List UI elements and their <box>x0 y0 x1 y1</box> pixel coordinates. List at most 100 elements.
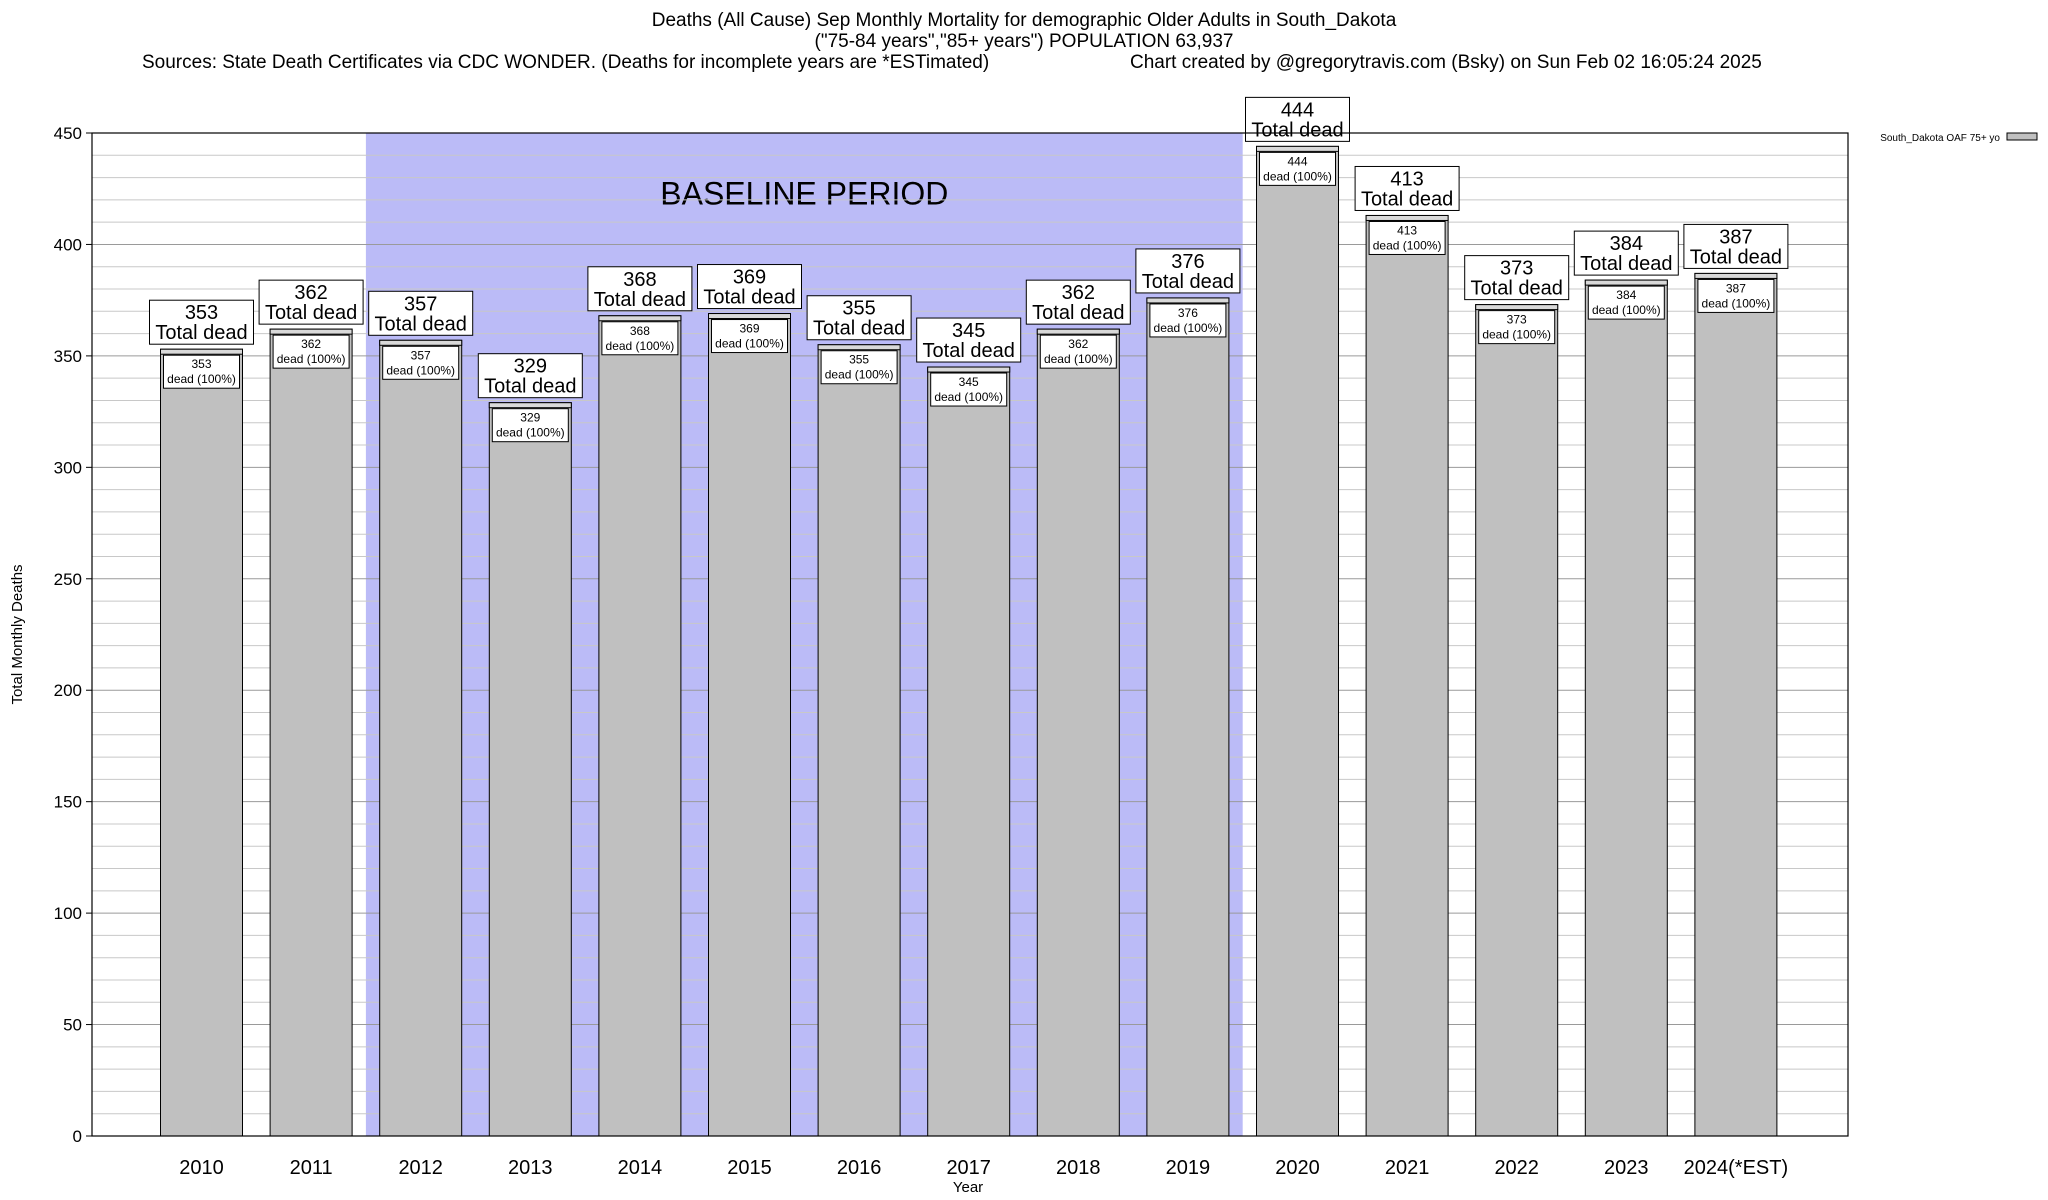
bar-inner-label-box <box>272 334 350 369</box>
bar-inner-label-box <box>930 372 1008 407</box>
bar-total-label-box <box>1354 165 1460 211</box>
bar-data-label: 329 <box>514 356 547 378</box>
bar-cap <box>1256 145 1339 152</box>
bar <box>817 344 901 1137</box>
bar-cap <box>817 344 901 351</box>
bar-inner-suffix: dead (100%) <box>167 372 236 386</box>
bar <box>1036 328 1120 1137</box>
legend: South_Dakota OAF 75+ yo <box>1880 132 2038 144</box>
bar-inner-label-box <box>1039 334 1117 369</box>
x-tick-label: 2020 <box>1275 1157 1320 1179</box>
bar-total-label-box <box>477 353 583 399</box>
bar-total-word: Total dead <box>1032 302 1124 324</box>
bar-inner-value: 444 <box>1287 154 1307 168</box>
bar-total-word: Total dead <box>594 289 686 311</box>
y-tick-label: 200 <box>54 681 82 700</box>
bar-inner-value: 362 <box>301 337 321 351</box>
bar-inner-label-box <box>1478 310 1556 345</box>
x-tick-label: 2012 <box>398 1157 443 1179</box>
bar-total-word: Total dead <box>155 322 247 344</box>
bar-total-label-box <box>916 317 1022 363</box>
x-tick-label: 2022 <box>1494 1157 1539 1179</box>
x-tick-label: 2011 <box>290 1157 333 1179</box>
bar-total-word: Total dead <box>923 340 1015 362</box>
bar-total-label-box <box>806 295 912 341</box>
x-tick-label: 2018 <box>1056 1157 1101 1179</box>
bar-total-label-box <box>697 264 802 310</box>
bar-cap <box>598 315 682 322</box>
x-tick-label: 2013 <box>508 1157 553 1179</box>
bar-cap <box>708 313 791 320</box>
bar-data-label: 353 <box>185 302 218 324</box>
bar-inner-value: 413 <box>1397 223 1417 237</box>
bar-inner-suffix: dead (100%) <box>715 337 784 351</box>
x-tick-label: 2019 <box>1166 1157 1211 1179</box>
bar <box>927 366 1011 1137</box>
bar-inner-label-box <box>163 354 240 389</box>
bar-total-word: Total dead <box>1471 278 1563 300</box>
bar <box>708 313 791 1137</box>
bar-total-label-box <box>258 279 364 325</box>
bar-total-label-box <box>1025 279 1131 325</box>
bar-inner-suffix: dead (100%) <box>606 339 675 353</box>
bar-inner-label-box <box>820 350 898 385</box>
bar-inner-value: 368 <box>630 324 650 338</box>
bar-cap <box>1584 279 1668 286</box>
bar-total-word: Total dead <box>265 302 357 324</box>
bar-total-label-box <box>1683 223 1789 269</box>
bar <box>1146 297 1230 1137</box>
bar-inner-label-box <box>1368 220 1446 255</box>
x-tick-label: 2024(*EST) <box>1684 1157 1789 1179</box>
chart-header: Deaths (All Cause) Sep Monthly Mortality… <box>0 10 2048 73</box>
bar-inner-label-box <box>1149 303 1227 338</box>
bar-inner-value: 376 <box>1178 306 1198 320</box>
bar-inner-value: 357 <box>411 348 431 362</box>
bar-data-label: 368 <box>623 269 656 291</box>
x-tick-label: 2010 <box>179 1157 224 1179</box>
bar-total-word: Total dead <box>1580 253 1672 275</box>
bar-total-word: Total dead <box>1361 188 1453 210</box>
bar-inner-suffix: dead (100%) <box>1044 352 1113 366</box>
bar-cap <box>1475 304 1559 311</box>
bar-inner-label-box <box>491 408 569 443</box>
bar-data-label: 369 <box>733 267 766 289</box>
bar <box>598 315 682 1137</box>
sources-text: Sources: State Death Certificates via CD… <box>142 52 990 73</box>
bar-data-label: 345 <box>952 320 985 342</box>
bar <box>379 339 463 1137</box>
bar-data-label: 444 <box>1281 99 1314 121</box>
bar-data-label: 413 <box>1390 168 1423 190</box>
bar-inner-label-box <box>1587 285 1665 320</box>
x-tick-label: 2014 <box>618 1157 663 1179</box>
x-tick-label: 2016 <box>837 1157 882 1179</box>
bar-inner-suffix: dead (100%) <box>496 426 565 440</box>
legend-entry-label: South_Dakota OAF 75+ yo <box>1880 133 2000 144</box>
bar-inner-value: 329 <box>520 411 540 425</box>
bar-total-word: Total dead <box>813 318 905 340</box>
credit-text: Chart created by @gregorytravis.com (Bsk… <box>1130 52 1762 73</box>
bar-total-label-box <box>1573 230 1679 276</box>
bar <box>1475 304 1559 1137</box>
bar-inner-suffix: dead (100%) <box>1592 303 1661 317</box>
bar-inner-suffix: dead (100%) <box>386 363 455 377</box>
bar-inner-label-box <box>601 321 679 356</box>
bar-total-label-box <box>149 299 254 345</box>
bar-inner-label-box <box>382 345 460 380</box>
bar-data-label: 355 <box>842 298 875 320</box>
chart-title: Deaths (All Cause) Sep Monthly Mortality… <box>651 10 1397 31</box>
baseline-label: BASELINE PERIOD <box>660 175 948 211</box>
bar-inner-suffix: dead (100%) <box>934 390 1003 404</box>
bar-data-label: 373 <box>1500 258 1533 280</box>
bar-inner-value: 353 <box>191 357 211 371</box>
bar <box>269 328 353 1137</box>
y-tick-label: 100 <box>54 904 82 923</box>
bar-cap <box>269 328 353 335</box>
y-axis-label: Total Monthly Deaths <box>9 564 26 704</box>
bar-cap <box>1365 214 1449 221</box>
bar-data-label: 384 <box>1610 233 1643 255</box>
bar-total-word: Total dead <box>1142 271 1234 293</box>
bar-cap <box>1036 328 1120 335</box>
bar-cap <box>927 366 1011 373</box>
